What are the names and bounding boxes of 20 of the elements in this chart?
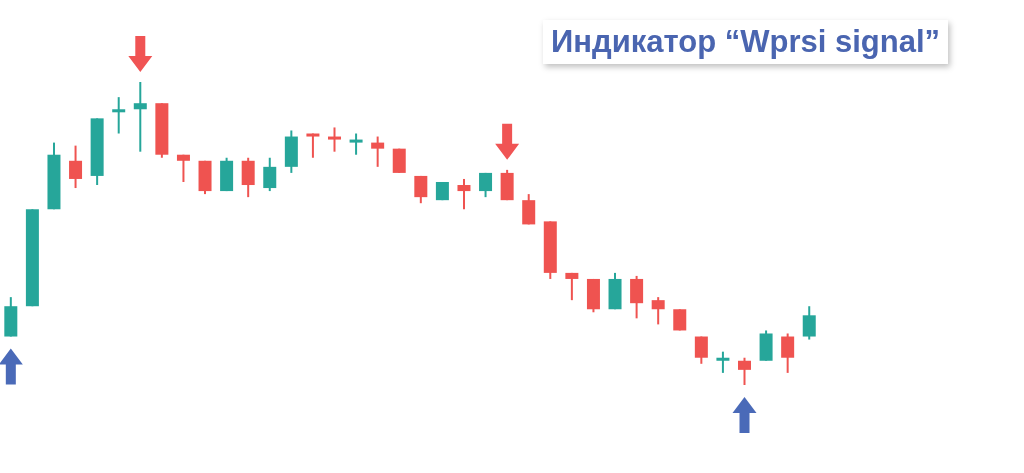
candlestick [263, 156, 277, 193]
candlestick [133, 81, 147, 153]
candlestick [69, 144, 83, 190]
candlestick [694, 335, 708, 365]
chart-title: Индикатор “Wprsi signal” [543, 20, 949, 64]
candlestick [738, 356, 751, 386]
candlestick [306, 132, 320, 159]
candlestick [781, 332, 795, 374]
candlestick [371, 135, 385, 168]
candlestick [651, 296, 665, 326]
candlestick [349, 132, 363, 156]
candlestick [176, 153, 190, 183]
candlestick [479, 171, 493, 199]
candlestick [414, 174, 428, 205]
candlestick [328, 126, 341, 153]
candlestick [457, 177, 471, 211]
candlestick [802, 305, 816, 341]
candlestick [565, 271, 579, 302]
candlestick [112, 96, 126, 135]
candlestick [716, 350, 730, 374]
